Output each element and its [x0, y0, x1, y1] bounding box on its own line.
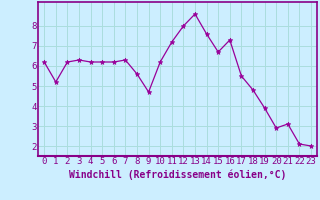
X-axis label: Windchill (Refroidissement éolien,°C): Windchill (Refroidissement éolien,°C)	[69, 169, 286, 180]
